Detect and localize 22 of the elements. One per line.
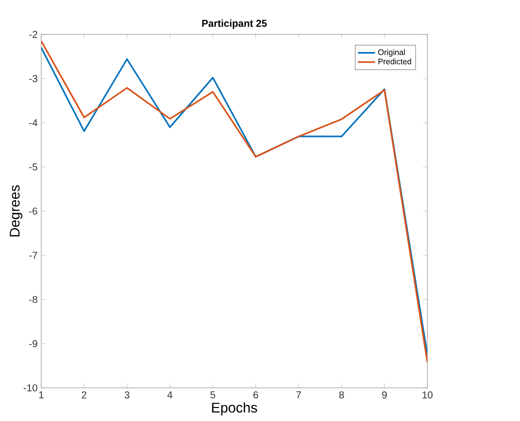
y-tick-label: -7 [29, 252, 38, 259]
x-tick-label: 1 [39, 392, 44, 398]
x-tick-label: 9 [382, 392, 387, 399]
y-tick-label: -8 [29, 296, 38, 304]
y-tick-label: -5 [29, 164, 38, 171]
x-tick-label: 5 [210, 392, 216, 399]
x-tick-label: 4 [167, 392, 172, 398]
x-tick-label: 8 [339, 392, 344, 399]
x-tick-label: 7 [296, 392, 301, 398]
y-tick-label: -10 [24, 384, 38, 392]
y-tick-label: -9 [29, 340, 38, 348]
x-tick-label: 10 [422, 392, 433, 399]
y-tick-label: -2 [29, 31, 38, 38]
y-tick-label: -6 [29, 208, 38, 215]
chart-title: Participant 25 [202, 20, 267, 30]
y-tick-label: -3 [29, 75, 38, 82]
x-tick-label: 2 [82, 392, 86, 399]
y-axis-title: Degrees [10, 185, 22, 237]
x-tick-label: 6 [253, 392, 258, 399]
x-tick-label: 3 [124, 392, 130, 399]
x-axis-title: Epochs [212, 402, 258, 416]
y-tick-label: -4 [29, 120, 38, 126]
